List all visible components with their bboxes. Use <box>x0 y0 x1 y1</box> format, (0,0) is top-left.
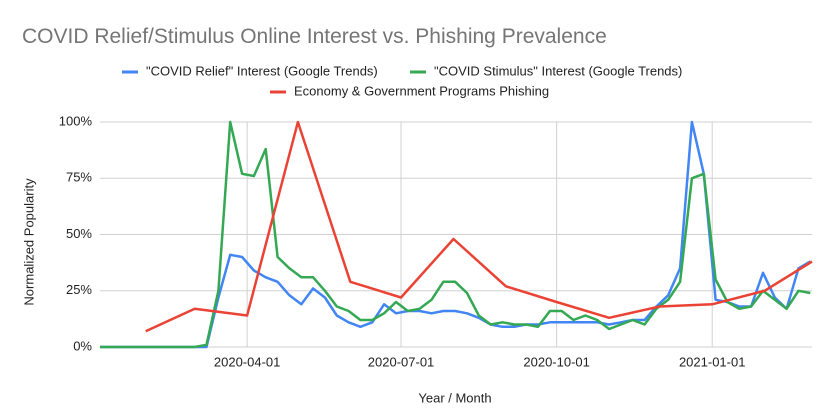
x-axis-label: Year / Month <box>418 390 491 405</box>
legend-label: "COVID Relief" Interest (Google Trends) <box>146 63 378 78</box>
series-line <box>100 120 811 349</box>
y-tick-label: 75% <box>66 170 92 185</box>
y-tick-label: 50% <box>66 226 92 241</box>
series-line <box>100 120 811 349</box>
chart-title: COVID Relief/Stimulus Online Interest vs… <box>22 25 607 48</box>
legend-label: "COVID Stimulus" Interest (Google Trends… <box>434 63 682 78</box>
y-tick-label: 25% <box>66 282 92 297</box>
x-tick-label: 2020-04-01 <box>214 354 281 369</box>
y-tick-label: 100% <box>59 113 93 128</box>
x-tick-label: 2020-07-01 <box>368 354 435 369</box>
x-tick-label: 2021-01-01 <box>679 354 746 369</box>
legend-label: Economy & Government Programs Phishing <box>294 83 549 98</box>
x-tick-label: 2020-10-01 <box>523 354 590 369</box>
y-axis-label: Normalized Popularity <box>21 178 36 306</box>
y-tick-label: 0% <box>73 338 92 353</box>
series-line <box>145 120 813 333</box>
